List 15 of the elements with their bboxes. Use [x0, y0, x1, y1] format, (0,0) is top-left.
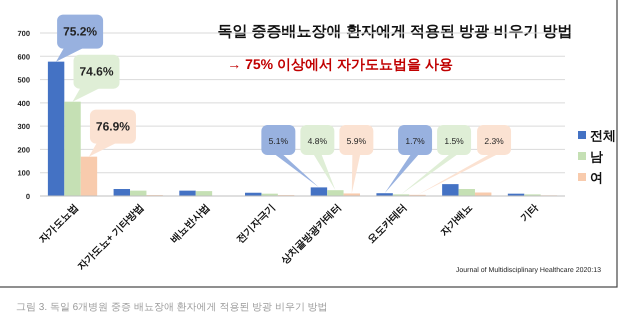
annotation: 5.1% — [268, 136, 288, 146]
legend-label: 전체 — [590, 128, 616, 143]
text: → 75% 이상에서 자가도뇨법을 사용 — [227, 56, 453, 72]
legend-label: 여 — [590, 170, 603, 185]
legend-label: 남 — [590, 149, 603, 164]
caption: 그림 3. 독일 6개병원 중증 배뇨장애 환자에게 적용된 방광 비우기 방법 — [16, 302, 328, 313]
annotation: 2.3% — [484, 136, 504, 146]
annotation: 75.2% — [63, 24, 98, 39]
annotation: 1.7% — [405, 136, 426, 146]
annotation: 76.9% — [96, 120, 130, 134]
annotation: 4.8% — [308, 136, 328, 146]
x-tick-label: 기타 — [518, 202, 541, 224]
annotation: 5.9% — [346, 136, 366, 146]
annotation: 74.6% — [80, 64, 114, 79]
annotation: 1.5% — [444, 136, 464, 146]
